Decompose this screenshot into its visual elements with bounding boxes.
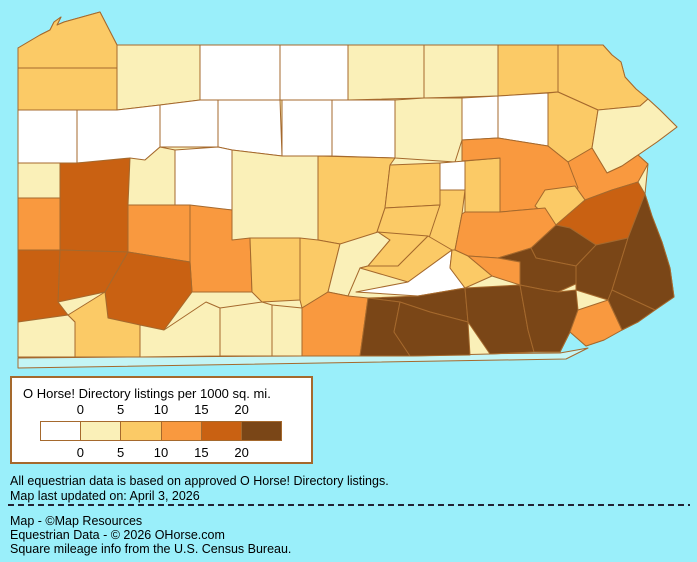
county-lycoming: [394, 97, 463, 163]
legend-color-ramp: [40, 421, 282, 441]
legend-ramp-cell-5: [241, 422, 282, 440]
county-potter: [279, 44, 349, 101]
county-bedford: [219, 301, 273, 357]
legend-ramp-cell-3: [161, 422, 202, 440]
legend-tick-label: 0: [76, 402, 84, 417]
data-source-note: All equestrian data is based on approved…: [10, 474, 389, 488]
county-fulton: [271, 304, 303, 357]
county-forest: [159, 99, 219, 148]
county-union: [384, 162, 441, 209]
county-cameron: [281, 99, 333, 157]
county-erie: [17, 11, 118, 69]
county-franklin: [301, 291, 369, 357]
county-tioga: [347, 44, 425, 101]
county-york: [393, 301, 471, 357]
county-jefferson: [174, 146, 233, 211]
equestrian-data-credit: Equestrian Data - © 2026 OHorse.com: [10, 528, 225, 542]
legend-ramp-cell-2: [121, 422, 162, 440]
legend-box: O Horse! Directory listings per 1000 sq.…: [10, 376, 313, 464]
legend-tick-label: 15: [194, 445, 209, 460]
census-credit: Square mileage info from the U.S. Census…: [10, 542, 292, 556]
county-mckean: [199, 44, 281, 101]
county-venango: [76, 104, 161, 164]
last-updated-note: Map last updated on: April 3, 2026: [10, 489, 200, 503]
legend-ramp-cell-0: [41, 422, 82, 440]
legend-tick-label: 5: [117, 402, 125, 417]
county-cambria: [249, 237, 301, 303]
legend-ramp-cell-4: [201, 422, 242, 440]
county-lebanon: [467, 255, 521, 286]
legend-tick-label: 0: [76, 445, 84, 460]
county-clinton: [331, 99, 396, 159]
county-columbia: [464, 157, 501, 213]
legend-tick-label: 15: [194, 402, 209, 417]
legend-tick-label: 10: [153, 402, 169, 417]
county-mercer: [17, 109, 78, 164]
map-credit: Map - ©Map Resources: [10, 514, 143, 528]
legend-tick-label: 10: [153, 445, 169, 460]
county-warren: [116, 44, 201, 111]
county-susquehanna: [497, 44, 559, 97]
county-washington: [17, 249, 69, 323]
legend-tick-label: 5: [117, 445, 125, 460]
county-delaware: [569, 299, 623, 347]
county-clearfield: [231, 149, 319, 241]
county-bradford: [423, 44, 499, 99]
legend-tick-label: 20: [234, 402, 249, 417]
county-philadelphia: [607, 289, 656, 331]
legend-ramp-cell-1: [81, 422, 122, 440]
county-crawford: [17, 67, 118, 111]
county-wyoming: [497, 92, 549, 147]
legend-ticks-top: 0 5 10 15 20: [40, 402, 282, 417]
legend-ticks-bottom: 0 5 10 15 20: [40, 445, 282, 460]
county-butler: [59, 157, 131, 253]
legend-title: O Horse! Directory listings per 1000 sq.…: [23, 386, 271, 401]
county-sullivan: [461, 95, 499, 141]
county-lawrence: [17, 162, 61, 199]
county-montour: [439, 160, 466, 191]
county-beaver: [17, 197, 61, 251]
county-elk: [217, 99, 283, 157]
separator-dashed-line: [8, 504, 690, 506]
legend-tick-label: 20: [234, 445, 249, 460]
county-greene: [17, 314, 76, 358]
